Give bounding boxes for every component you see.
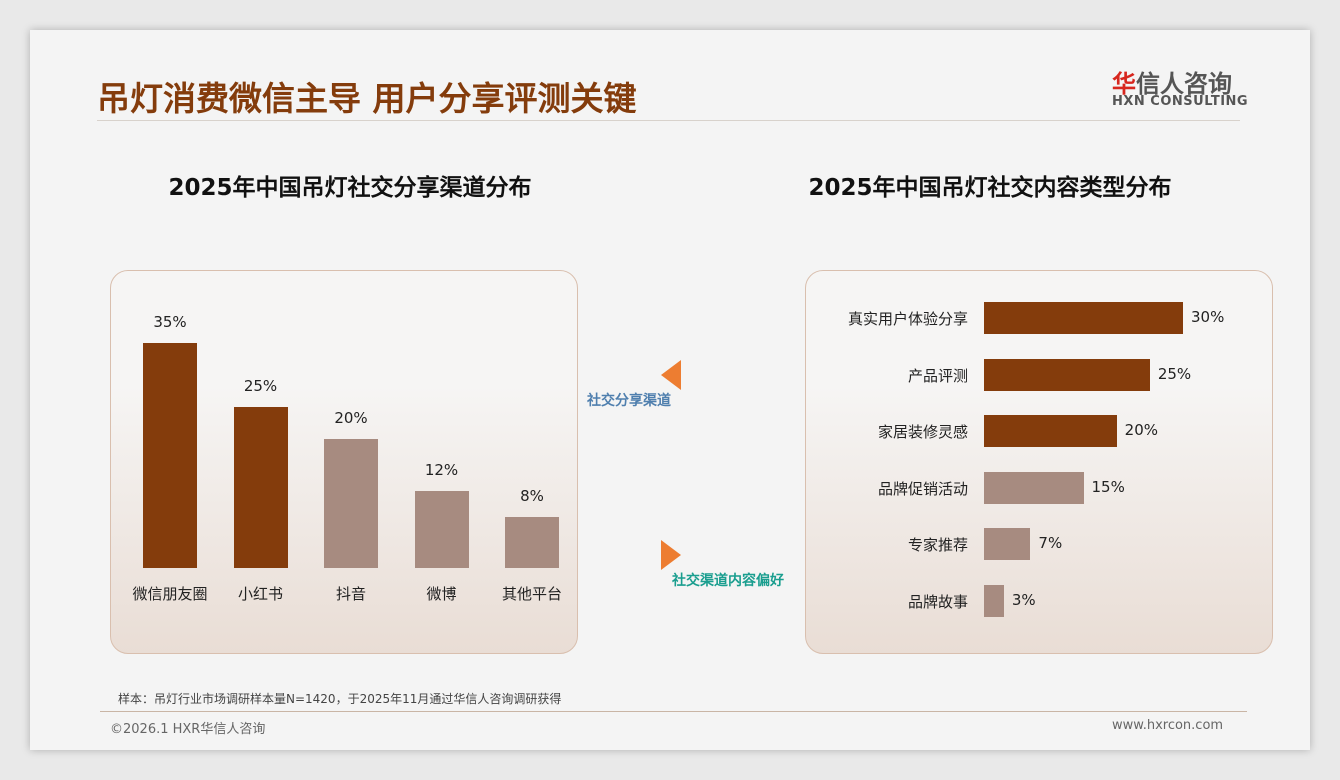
category-label: 品牌故事 — [907, 593, 968, 611]
category-label: 专家推荐 — [907, 536, 968, 555]
bar-2 — [984, 415, 1117, 448]
data-label: 15% — [1091, 477, 1125, 496]
website-link[interactable]: www.hxrcon.com — [1112, 718, 1224, 733]
category-label: 其他平台 — [501, 585, 562, 603]
bar-3 — [984, 471, 1084, 504]
right-arrow-icon — [661, 540, 681, 570]
bar-3 — [414, 490, 469, 568]
logo-text: 信人咨询 — [1136, 70, 1232, 98]
data-label: 25% — [243, 377, 278, 396]
category-label: 小红书 — [237, 585, 283, 603]
category-label: 真实用户体验分享 — [847, 310, 968, 328]
data-label: 35% — [153, 313, 187, 331]
data-label: 7% — [1038, 534, 1063, 553]
logo-mark: 华 — [1112, 70, 1136, 98]
right-chart-panel: 真实用户体验分享 30% 产品评测 25% 家居装修灵感 20% 品牌促销活动 15% 专家推荐… — [805, 270, 1273, 654]
category-label: 家居装修灵感 — [877, 423, 968, 442]
right-arrow-label: 社交渠道内容偏好 — [672, 573, 784, 589]
data-label: 8% — [520, 486, 544, 505]
left-chart-title: 2025年中国吊灯社交分享渠道分布 — [168, 175, 532, 201]
bar-0 — [984, 302, 1183, 334]
data-label: 12% — [424, 460, 459, 479]
category-label: 品牌促销活动 — [877, 479, 968, 498]
category-label: 微博 — [426, 585, 457, 603]
right-chart-title: 2025年中国吊灯社交内容类型分布 — [808, 175, 1172, 201]
category-label: 抖音 — [335, 585, 366, 603]
left-arrow-icon — [661, 360, 681, 390]
data-label: 20% — [334, 409, 368, 428]
category-label: 产品评测 — [907, 366, 968, 385]
left-arrow-label: 社交分享渠道 — [587, 393, 671, 409]
left-chart-panel: 35% 微信朋友圈 25% 小红书 20% 抖音 12% 微博 8% 其他平台 — [110, 270, 578, 654]
data-label: 25% — [1157, 364, 1192, 383]
logo: 华信人咨询 — [1112, 64, 1232, 99]
bar-4 — [984, 528, 1031, 561]
bar-5 — [984, 585, 1004, 617]
sample-note: 样本：吊灯行业市场调研样本量N=1420，于2025年11月通过华信人咨询调研获… — [118, 692, 562, 706]
footer-divider — [100, 711, 1247, 712]
category-label: 微信朋友圈 — [132, 585, 208, 603]
bar-0 — [143, 343, 197, 568]
bar-1 — [233, 407, 288, 568]
data-label: 30% — [1191, 308, 1225, 326]
bar-2 — [324, 439, 378, 568]
bar-1 — [984, 358, 1150, 391]
bar-4 — [505, 516, 559, 568]
copyright: ©2026.1 HXR华信人咨询 — [110, 722, 266, 737]
title-divider — [97, 120, 1240, 121]
data-label: 3% — [1011, 591, 1036, 609]
page-title: 吊灯消费微信主导 用户分享评测关键 — [97, 79, 637, 118]
logo-subtitle: HXN CONSULTING — [1112, 94, 1249, 109]
slide: 吊灯消费微信主导 用户分享评测关键 华信人咨询 HXN CONSULTING 2… — [30, 30, 1310, 750]
data-label: 20% — [1124, 421, 1158, 440]
